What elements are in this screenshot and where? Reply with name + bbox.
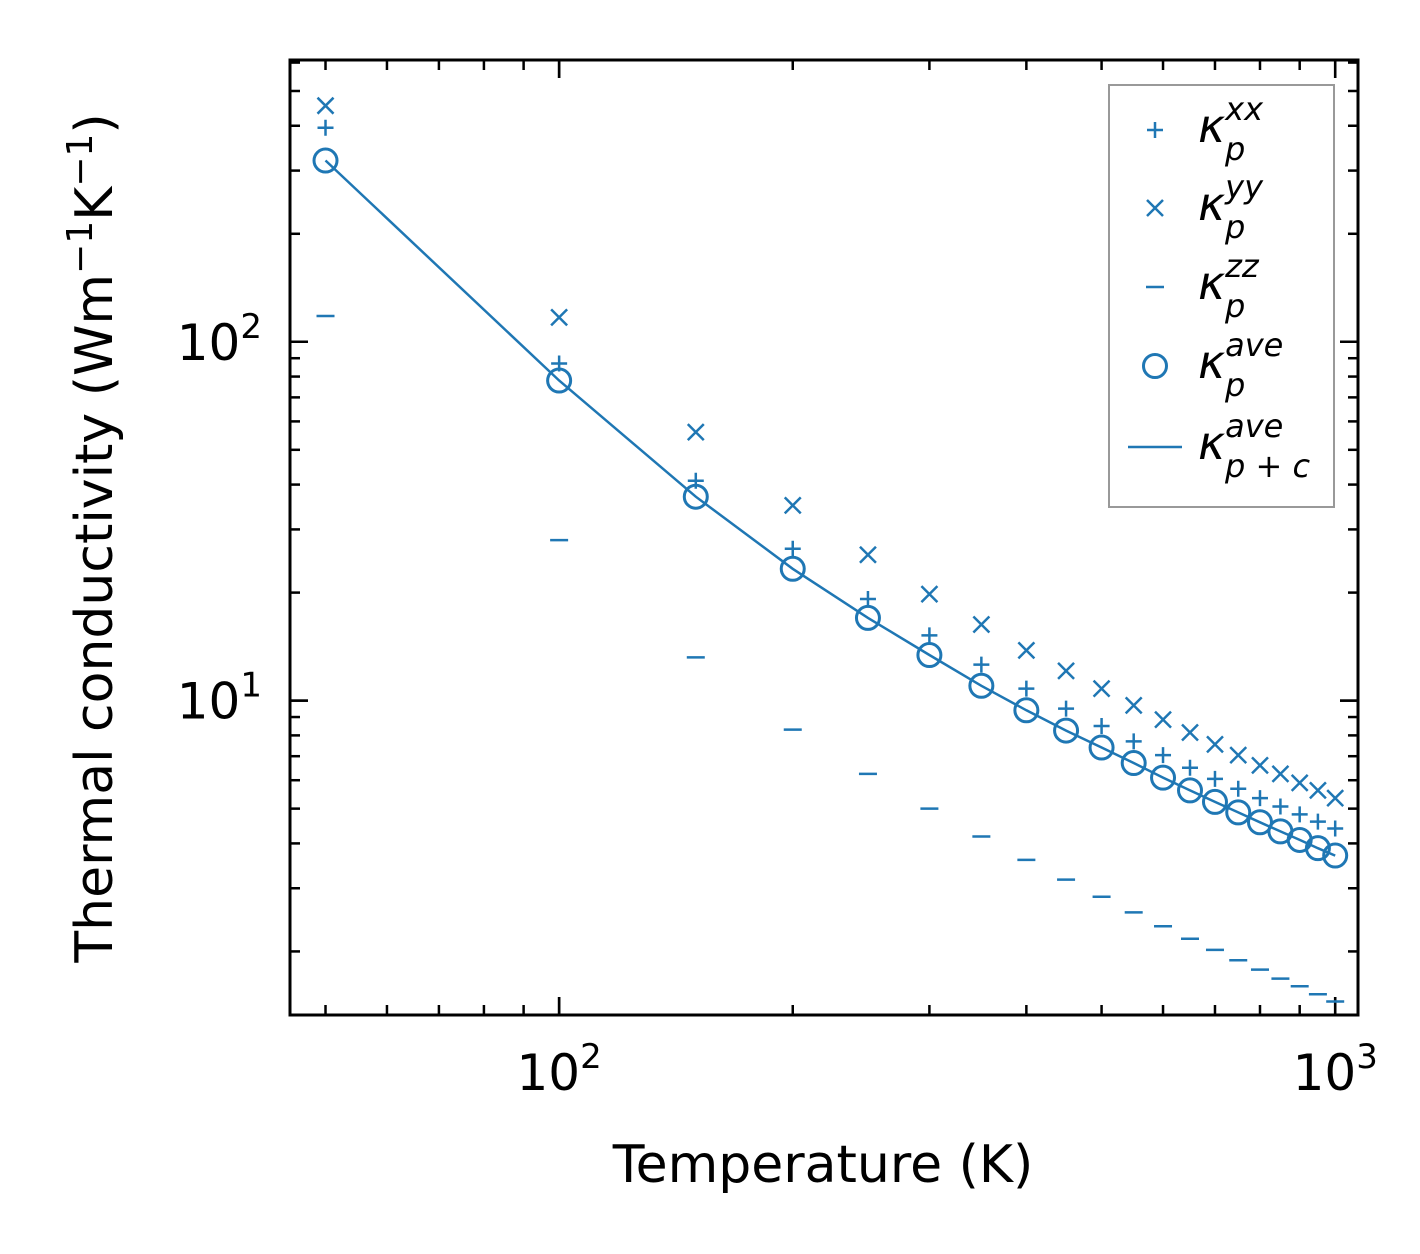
- legend-entry-circle: κave p: [1142, 326, 1283, 404]
- data-point-circle: [1013, 697, 1040, 724]
- data-point-circle: [1322, 842, 1349, 869]
- x-tick-label: 102: [516, 1037, 601, 1102]
- data-point-plus: [1182, 759, 1198, 776]
- data-point-x: [859, 545, 877, 564]
- y-axis-label-text: Thermal conductivity (Wm: [65, 274, 125, 964]
- series-line-kappa-pc-ave: [324, 159, 1336, 857]
- data-point-circle: [1177, 777, 1204, 804]
- x-tick-label: 103: [1293, 1037, 1378, 1102]
- legend-label: κave p + c: [1198, 407, 1310, 485]
- data-point-plus: [784, 540, 801, 557]
- data-point-circle: [1120, 750, 1147, 777]
- data-point-x: [1057, 662, 1075, 680]
- y-axis-label-exp1: −1: [60, 221, 101, 274]
- data-point-x: [1251, 756, 1269, 775]
- y-tick-label: 101: [177, 666, 262, 731]
- plot-area-data: [312, 96, 1349, 1003]
- data-point-x: [1092, 679, 1111, 698]
- data-point-circle: [682, 483, 709, 510]
- data-point-plus: [859, 590, 876, 607]
- series-x: [316, 96, 1345, 807]
- data-point-x: [316, 96, 335, 115]
- data-point-x: [1181, 723, 1199, 742]
- data-point-x: [1017, 641, 1036, 660]
- data-point-x: [1154, 710, 1172, 729]
- data-point-plus: [1291, 806, 1308, 823]
- data-point-plus: [1155, 747, 1172, 764]
- data-point-x: [1229, 746, 1248, 764]
- data-point-circle: [1225, 799, 1252, 826]
- data-point-plus: [973, 656, 990, 673]
- data-point-x: [1326, 789, 1345, 807]
- series-circle: [312, 147, 1349, 869]
- data-point-plus: [1251, 790, 1268, 807]
- data-point-x: [1290, 773, 1309, 792]
- legend-handle-circle: [1142, 353, 1168, 379]
- series-plus: [317, 119, 1344, 837]
- legend-label: κyy p: [1198, 168, 1264, 246]
- y-axis-label: Thermal conductivity (Wm−1K−1): [60, 113, 125, 963]
- legend-entry-plus: κxx p: [1147, 90, 1264, 168]
- data-point-plus: [317, 119, 334, 136]
- legend-entry-x: κyy p: [1146, 168, 1264, 246]
- data-point-plus: [1309, 813, 1326, 830]
- legend-box: [1108, 84, 1335, 508]
- data-point-circle: [1053, 717, 1080, 744]
- data-point-circle: [546, 367, 573, 394]
- data-point-plus: [1327, 820, 1344, 837]
- data-point-plus: [1230, 780, 1247, 797]
- data-point-plus: [1272, 798, 1289, 815]
- data-point-plus: [1058, 700, 1075, 717]
- data-point-circle: [1201, 788, 1228, 815]
- data-point-circle: [779, 555, 806, 582]
- data-point-circle: [312, 147, 339, 174]
- data-point-plus: [1206, 770, 1223, 787]
- data-point-x: [686, 423, 705, 442]
- y-axis-label-exp2: −1: [60, 134, 101, 187]
- legend-label: κave p: [1198, 326, 1283, 404]
- data-point-x: [920, 585, 939, 604]
- data-point-plus: [921, 627, 938, 644]
- data-point-x: [972, 615, 991, 634]
- series-dash: [316, 314, 1345, 1003]
- data-point-x: [1124, 696, 1143, 715]
- data-point-circle: [916, 642, 943, 669]
- y-tick-label: 102: [177, 307, 262, 372]
- legend-handle-x: [1146, 199, 1164, 217]
- data-point-circle: [1304, 835, 1331, 862]
- data-point-x: [550, 308, 569, 327]
- data-point-circle: [1088, 734, 1115, 761]
- data-point-circle: [854, 604, 881, 631]
- series-line: [324, 159, 1336, 857]
- tick-labels: 102 103 101 102: [177, 307, 1378, 1102]
- data-point-plus: [1125, 733, 1142, 750]
- legend-entry-line: κave p + c: [1128, 407, 1310, 485]
- x-axis-label: Temperature (K): [612, 1135, 1034, 1195]
- data-point-plus: [1093, 717, 1110, 734]
- data-point-plus: [1018, 680, 1035, 697]
- legend-handle-plus: [1147, 122, 1163, 138]
- y-axis-label-unit: K: [65, 185, 125, 221]
- data-point-x: [1309, 781, 1327, 800]
- data-point-x: [783, 496, 802, 515]
- y-axis-label-close: ): [65, 113, 125, 133]
- axis-ticks: [290, 60, 1358, 1015]
- legend-label: κxx p: [1198, 90, 1264, 168]
- data-point-x: [1271, 764, 1290, 783]
- data-point-circle: [968, 672, 995, 699]
- legend-label: κzz p: [1198, 247, 1260, 325]
- legend-entry-dash: κzz p: [1146, 247, 1260, 325]
- plot-frame: [288, 58, 1360, 1017]
- data-point-circle: [1150, 764, 1177, 791]
- data-point-x: [1206, 735, 1224, 754]
